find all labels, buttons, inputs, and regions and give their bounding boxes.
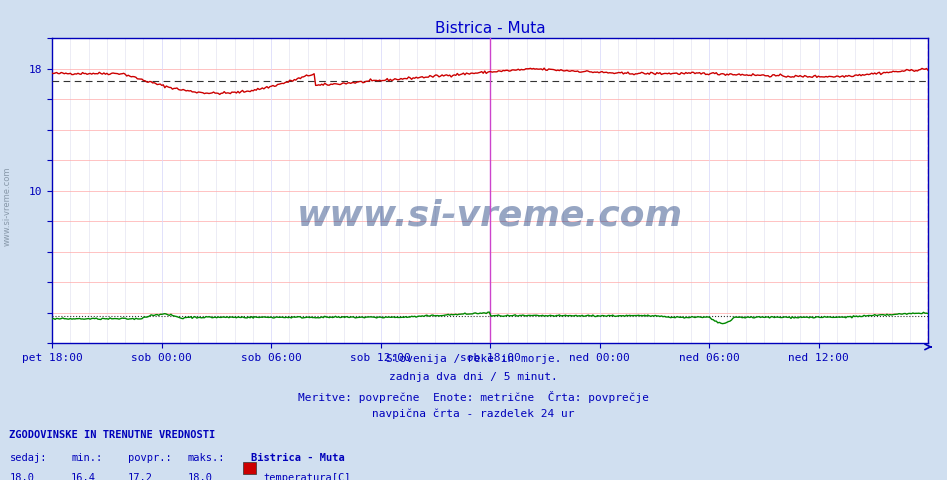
Text: www.si-vreme.com: www.si-vreme.com	[3, 167, 12, 246]
Text: maks.:: maks.:	[188, 453, 225, 463]
Text: www.si-vreme.com: www.si-vreme.com	[297, 198, 683, 232]
Text: Bistrica - Muta: Bistrica - Muta	[251, 453, 345, 463]
Title: Bistrica - Muta: Bistrica - Muta	[435, 21, 545, 36]
Text: 18,0: 18,0	[9, 473, 34, 480]
Text: ZGODOVINSKE IN TRENUTNE VREDNOSTI: ZGODOVINSKE IN TRENUTNE VREDNOSTI	[9, 430, 216, 440]
Text: Slovenija / reke in morje.: Slovenija / reke in morje.	[385, 354, 562, 364]
Text: 18,0: 18,0	[188, 473, 212, 480]
Text: temperatura[C]: temperatura[C]	[263, 473, 350, 480]
Text: navpična črta - razdelek 24 ur: navpična črta - razdelek 24 ur	[372, 409, 575, 420]
Text: povpr.:: povpr.:	[128, 453, 171, 463]
Text: min.:: min.:	[71, 453, 102, 463]
Text: Meritve: povprečne  Enote: metrične  Črta: povprečje: Meritve: povprečne Enote: metrične Črta:…	[298, 391, 649, 403]
Text: sedaj:: sedaj:	[9, 453, 47, 463]
Text: zadnja dva dni / 5 minut.: zadnja dva dni / 5 minut.	[389, 372, 558, 383]
Text: 17,2: 17,2	[128, 473, 152, 480]
Text: 16,4: 16,4	[71, 473, 96, 480]
